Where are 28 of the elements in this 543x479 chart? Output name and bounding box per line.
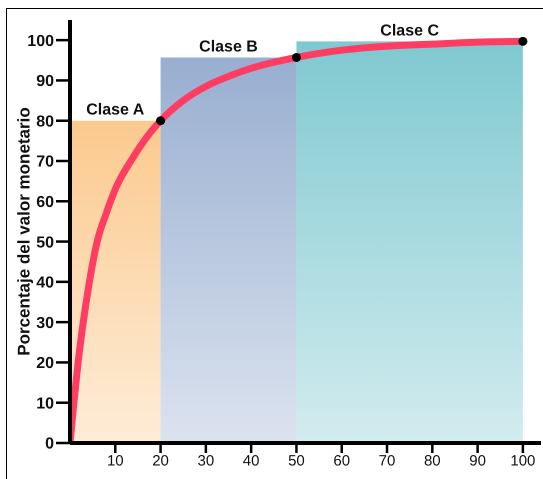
x-tick-label: 40 <box>242 452 260 470</box>
x-tick-label: 90 <box>469 452 486 470</box>
y-axis-title: Porcentaje del valor monetario <box>14 107 34 356</box>
x-tick-label: 100 <box>510 452 536 470</box>
y-tick-label: 70 <box>36 154 54 171</box>
x-tick-label: 50 <box>288 452 305 470</box>
x-tick-label: 20 <box>152 452 169 470</box>
point <box>156 116 166 126</box>
y-tick-label: 60 <box>36 194 54 211</box>
band-label: Clase B <box>199 38 258 56</box>
x-tick-label: 80 <box>424 452 441 470</box>
band-label: Clase C <box>380 22 440 40</box>
y-tick-label: 100 <box>27 32 54 50</box>
point <box>518 36 528 46</box>
x-tick-label: 70 <box>378 452 396 470</box>
y-tick-label: 40 <box>36 274 54 292</box>
x-tick-label: 60 <box>333 452 350 470</box>
band-label: Clase A <box>86 102 145 119</box>
y-tick-label: 50 <box>36 234 54 252</box>
y-tick-label: 0 <box>45 436 54 453</box>
y-tick-label: 80 <box>36 113 54 130</box>
y-tick-label: 20 <box>36 355 54 372</box>
point <box>292 52 301 62</box>
x-tick-label: 30 <box>198 452 214 470</box>
y-tick-label: 90 <box>36 73 54 90</box>
x-tick-label: 10 <box>106 452 124 470</box>
y-tick-label: 10 <box>36 395 54 412</box>
y-tick-label: 30 <box>36 314 54 332</box>
